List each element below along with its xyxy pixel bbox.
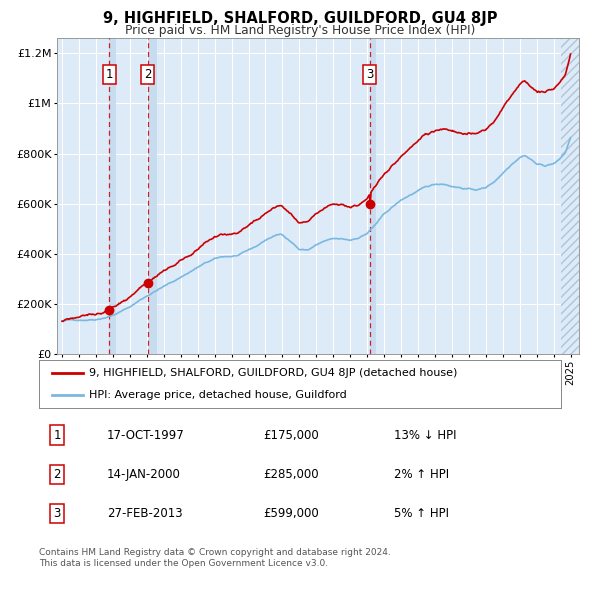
Text: 3: 3 bbox=[53, 507, 61, 520]
Text: £285,000: £285,000 bbox=[263, 468, 319, 481]
Text: 2% ↑ HPI: 2% ↑ HPI bbox=[394, 468, 449, 481]
Text: 2: 2 bbox=[144, 68, 151, 81]
Text: 9, HIGHFIELD, SHALFORD, GUILDFORD, GU4 8JP: 9, HIGHFIELD, SHALFORD, GUILDFORD, GU4 8… bbox=[103, 11, 497, 25]
Bar bbox=[370, 38, 376, 354]
Bar bbox=[148, 38, 157, 354]
Text: 5% ↑ HPI: 5% ↑ HPI bbox=[394, 507, 449, 520]
Text: Price paid vs. HM Land Registry's House Price Index (HPI): Price paid vs. HM Land Registry's House … bbox=[125, 24, 475, 37]
Bar bbox=[561, 38, 579, 354]
Text: 3: 3 bbox=[366, 68, 374, 81]
Text: 1: 1 bbox=[106, 68, 113, 81]
Text: £599,000: £599,000 bbox=[263, 507, 319, 520]
Text: Contains HM Land Registry data © Crown copyright and database right 2024.: Contains HM Land Registry data © Crown c… bbox=[39, 548, 391, 556]
Text: 14-JAN-2000: 14-JAN-2000 bbox=[107, 468, 181, 481]
Text: HPI: Average price, detached house, Guildford: HPI: Average price, detached house, Guil… bbox=[89, 390, 346, 400]
Text: £175,000: £175,000 bbox=[263, 428, 319, 441]
Text: 27-FEB-2013: 27-FEB-2013 bbox=[107, 507, 182, 520]
Text: 17-OCT-1997: 17-OCT-1997 bbox=[107, 428, 185, 441]
Text: 13% ↓ HPI: 13% ↓ HPI bbox=[394, 428, 457, 441]
Text: This data is licensed under the Open Government Licence v3.0.: This data is licensed under the Open Gov… bbox=[39, 559, 328, 568]
Bar bbox=[109, 38, 116, 354]
Text: 9, HIGHFIELD, SHALFORD, GUILDFORD, GU4 8JP (detached house): 9, HIGHFIELD, SHALFORD, GUILDFORD, GU4 8… bbox=[89, 368, 457, 378]
Text: 1: 1 bbox=[53, 428, 61, 441]
Text: 2: 2 bbox=[53, 468, 61, 481]
